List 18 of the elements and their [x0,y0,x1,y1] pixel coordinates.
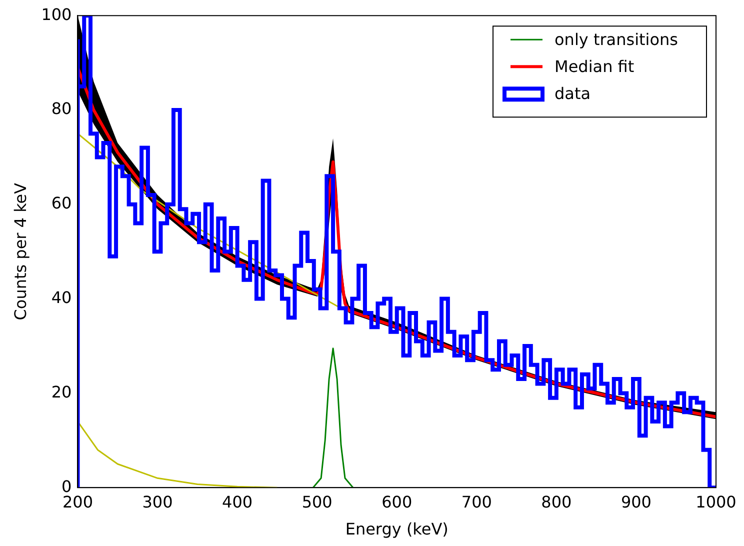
x-axis-title: Energy (keV) [345,520,448,539]
x-tick-label: 800 [541,492,572,512]
x-tick-label: 300 [142,492,173,512]
y-axis-title: Counts per 4 keV [10,182,30,320]
x-tick-label: 600 [382,492,412,512]
y-tick-label: 80 [51,99,72,118]
legend-label: only transitions [554,30,678,49]
x-tick-label: 1000 [696,492,736,512]
y-tick-label: 100 [41,4,72,24]
y-tick-label: 60 [51,194,72,213]
x-tick-label: 400 [222,492,253,512]
y-tick-label: 40 [51,288,72,307]
y-tick-label: 20 [51,382,72,402]
x-tick-label: 700 [461,492,492,512]
x-tick-label: 900 [620,492,652,512]
legend-label: data [554,84,591,103]
x-tick-label: 500 [302,492,332,512]
legend-label: Median fit [554,56,634,76]
